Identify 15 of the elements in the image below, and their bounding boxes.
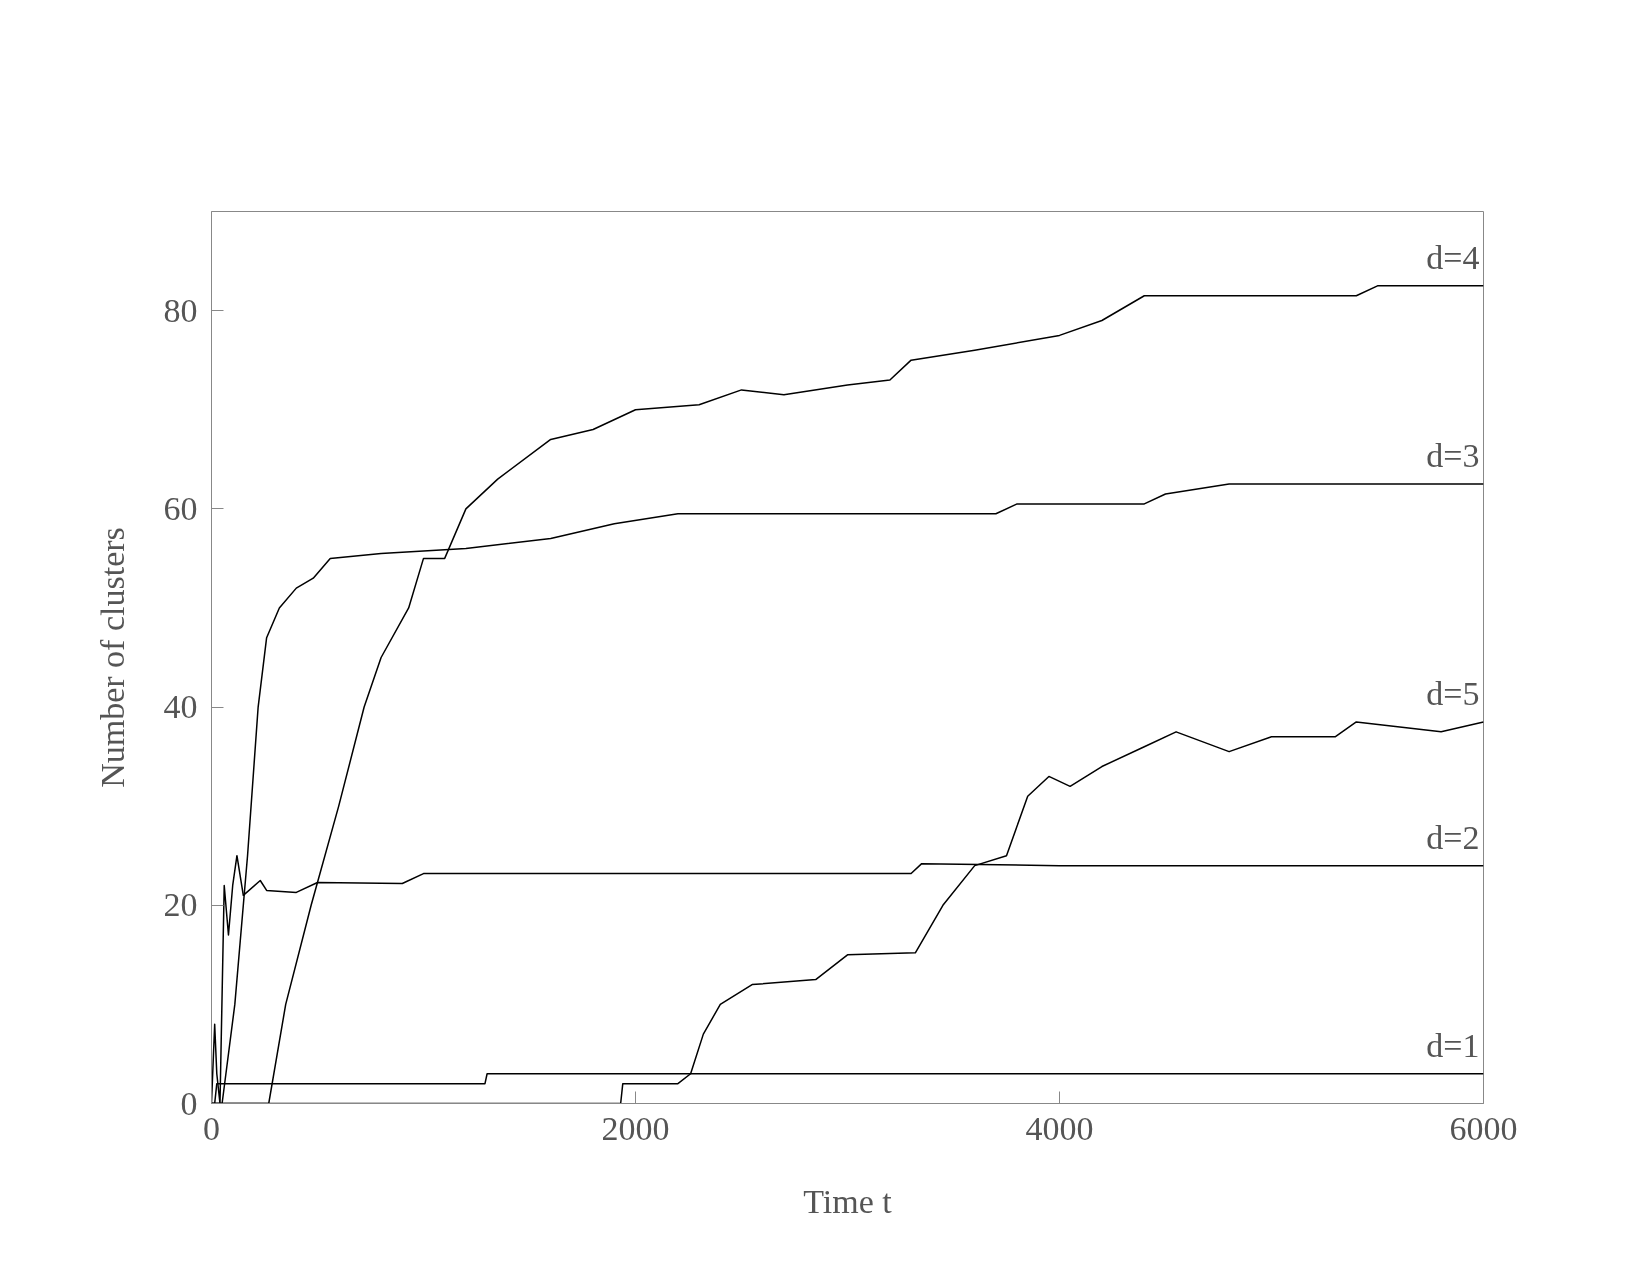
x-tick-label: 6000 xyxy=(1449,1109,1518,1147)
y-tick-label: 80 xyxy=(163,291,198,329)
y-tick-label: 60 xyxy=(163,489,198,527)
series-label: d=4 xyxy=(1426,238,1480,276)
x-tick-label: 2000 xyxy=(601,1109,670,1147)
series-label: d=3 xyxy=(1426,437,1480,475)
x-tick-label: 4000 xyxy=(1025,1109,1094,1147)
y-tick-label: 20 xyxy=(163,886,198,924)
series-label: d=1 xyxy=(1426,1026,1480,1064)
y-tick-label: 40 xyxy=(163,688,198,726)
series-label: d=2 xyxy=(1426,818,1480,856)
x-axis-title: Time t xyxy=(803,1182,893,1220)
y-axis-title: Number of clusters xyxy=(93,527,131,788)
y-tick-label: 0 xyxy=(180,1084,198,1122)
series-label: d=5 xyxy=(1426,674,1480,712)
